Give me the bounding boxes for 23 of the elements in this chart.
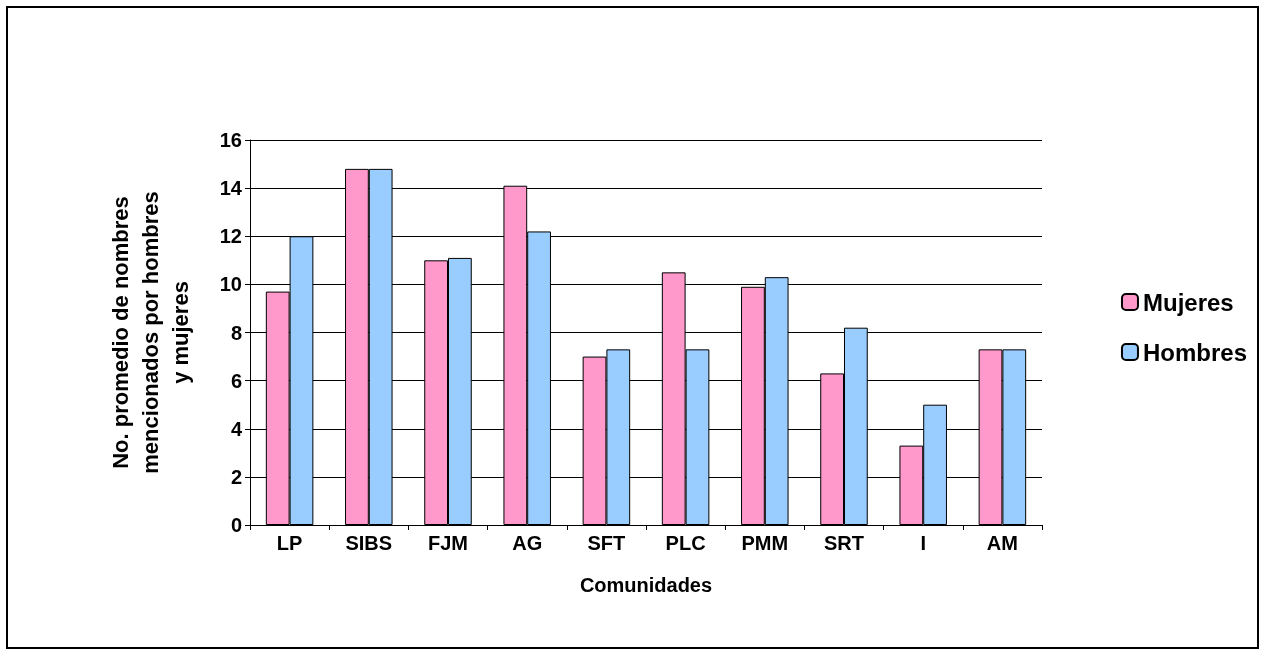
x-tick-label: I xyxy=(920,532,926,554)
x-tick-label: AM xyxy=(986,532,1018,554)
y-tick-label: 16 xyxy=(219,129,242,151)
y-tick-label: 12 xyxy=(219,225,242,248)
y-axis-title: No. promedio de nombres mencionados por hombres y mujeres xyxy=(107,191,193,474)
x-tick-label: SRT xyxy=(824,532,864,554)
y-tick-label: 0 xyxy=(230,514,242,536)
legend-label: Mujeres xyxy=(1142,288,1234,316)
x-tick-label: AG xyxy=(512,532,543,554)
legend-label: Hombres xyxy=(1142,338,1247,366)
x-tick-label: SIBS xyxy=(345,532,393,554)
x-tick-label: SFT xyxy=(587,532,626,554)
x-tick-label: LP xyxy=(276,532,303,554)
x-tick-label: PLC xyxy=(665,532,706,554)
y-tick-label: 14 xyxy=(219,177,243,200)
y-tick-label: 6 xyxy=(230,369,242,392)
x-tick-label: PMM xyxy=(741,532,789,554)
x-axis-title: Comunidades xyxy=(579,574,713,596)
x-tick-label: FJM xyxy=(428,532,468,554)
y-tick-label: 4 xyxy=(230,417,243,440)
y-tick-label: 2 xyxy=(230,465,242,488)
y-tick-label: 8 xyxy=(230,321,242,344)
y-tick-label: 10 xyxy=(219,273,242,296)
